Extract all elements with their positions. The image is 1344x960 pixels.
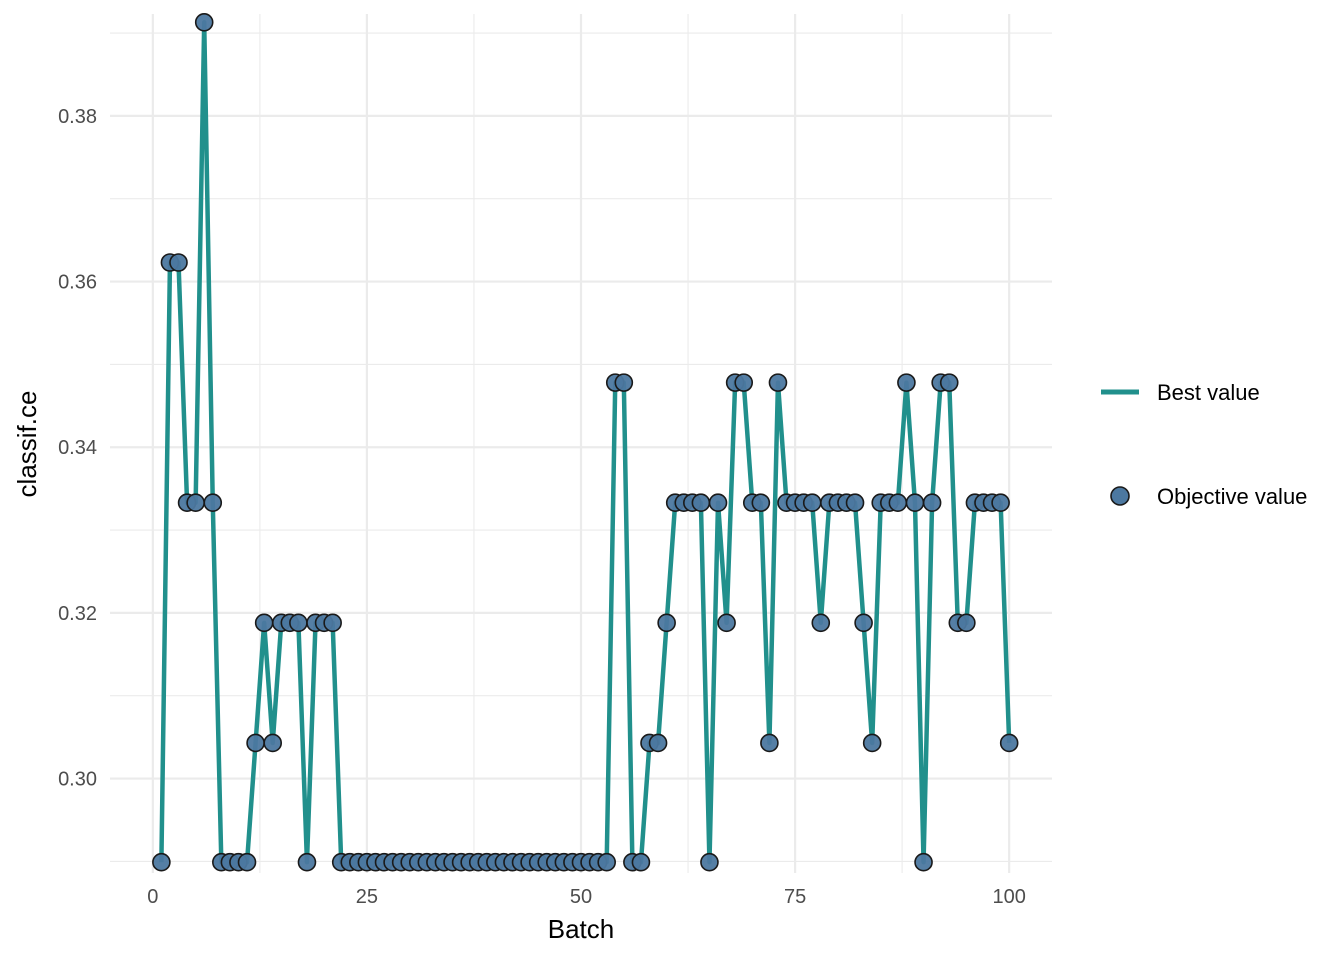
- objective-value-point: [263, 733, 283, 753]
- objective-value-point: [203, 493, 223, 513]
- y-tick-label: 0.32: [58, 603, 97, 625]
- objective-value-point: [751, 493, 771, 513]
- x-tick-label: 25: [356, 886, 378, 908]
- objective-value-point: [905, 493, 925, 513]
- objective-value-point: [691, 493, 711, 513]
- objective-value-point: [631, 852, 651, 872]
- objective-value-point: [289, 613, 308, 633]
- objective-value-point: [152, 852, 171, 872]
- objective-value-point: [760, 733, 779, 753]
- objective-value-point: [734, 373, 754, 392]
- x-tick-label: 100: [992, 886, 1025, 908]
- objective-value-point: [888, 493, 908, 513]
- objective-value-point: [845, 493, 865, 513]
- objective-value-point: [657, 613, 676, 633]
- objective-value-point: [614, 373, 634, 392]
- objective-value-point: [768, 373, 788, 392]
- objective-value-point: [717, 613, 736, 633]
- objective-value-point: [254, 613, 274, 633]
- y-axis-title: classif.ce: [12, 391, 42, 498]
- x-axis-title: Batch: [548, 914, 615, 944]
- objective-value-point: [922, 493, 942, 513]
- legend-key-objective-value: [1110, 486, 1130, 506]
- objective-value-point: [991, 493, 1010, 513]
- objective-value-point: [169, 253, 188, 272]
- y-tick-label: 0.36: [58, 272, 97, 294]
- objective-value-point: [648, 733, 668, 753]
- x-axis-tick-labels: 0 25 50 75 100: [147, 886, 1026, 908]
- objective-value-point: [897, 373, 916, 392]
- y-tick-label: 0.38: [58, 106, 97, 128]
- x-tick-label: 0: [147, 886, 158, 908]
- objective-value-point: [999, 733, 1019, 753]
- objective-value-point: [939, 373, 959, 392]
- objective-value-point: [854, 613, 873, 633]
- series-points: [152, 12, 1019, 872]
- objective-value-point: [246, 733, 265, 753]
- objective-value-point: [186, 493, 205, 513]
- objective-value-point: [708, 493, 728, 513]
- objective-value-point: [862, 733, 882, 753]
- objective-value-point: [597, 852, 616, 872]
- objective-value-point: [297, 852, 317, 872]
- x-tick-label: 75: [784, 886, 806, 908]
- objective-value-point: [802, 493, 822, 513]
- major-gridlines: [110, 14, 1052, 873]
- y-tick-label: 0.30: [58, 769, 97, 791]
- y-tick-label: 0.34: [58, 437, 97, 459]
- objective-value-point: [811, 613, 831, 633]
- objective-value-point: [914, 852, 933, 872]
- y-axis-tick-labels: 0.30 0.32 0.34 0.36 0.38: [58, 106, 97, 791]
- legend-label-objective-value: Objective value: [1157, 484, 1307, 509]
- objective-value-point: [194, 12, 214, 32]
- legend-label-best-value: Best value: [1157, 380, 1260, 405]
- objective-value-point: [237, 852, 257, 872]
- objective-value-point: [323, 613, 342, 633]
- legend: Best value Objective value: [1101, 380, 1307, 509]
- x-tick-label: 50: [570, 886, 592, 908]
- objective-value-point: [957, 613, 976, 633]
- objective-value-point: [700, 852, 719, 872]
